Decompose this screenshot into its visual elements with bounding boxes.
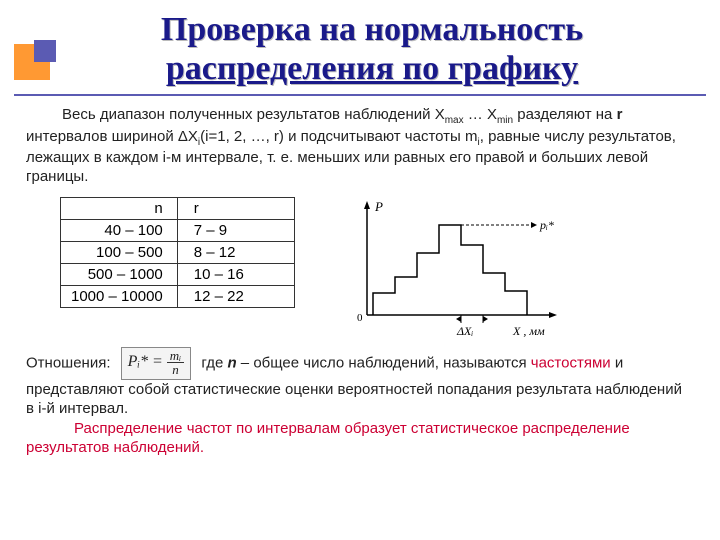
svg-text:pᵢ*: pᵢ* xyxy=(539,218,554,232)
t1: где xyxy=(201,354,227,371)
sub-min: min xyxy=(497,115,513,126)
table-row: 100 – 5008 – 12 xyxy=(61,241,295,263)
t-n: n xyxy=(227,354,236,371)
t-red1: частостями xyxy=(531,354,611,371)
svg-text:ΔXᵢ: ΔXᵢ xyxy=(456,324,473,337)
title-line1: Проверка на нормальность xyxy=(161,11,583,48)
p1-a: Весь диапазон полученных результатов наб… xyxy=(62,106,445,123)
title-rule xyxy=(14,94,706,96)
th-r: r xyxy=(177,197,294,219)
formula-num: mᵢ xyxy=(167,349,184,363)
intervals-table: n r 40 – 1007 – 9 100 – 5008 – 12 500 – … xyxy=(60,197,295,308)
histogram-chart: pᵢ* ΔXᵢ P X , мм 0 xyxy=(335,197,565,337)
formula-lhs: Pᵢ* = xyxy=(128,353,163,370)
t2: – общее число наблюдений, называются xyxy=(237,354,531,371)
p1-e: (i=1, 2, …, r) и подсчитывают частоты m xyxy=(200,128,477,145)
table-row: 40 – 1007 – 9 xyxy=(61,219,295,241)
p1-c: разделяют на xyxy=(513,106,616,123)
page-title: Проверка на нормальность распределения п… xyxy=(0,0,720,92)
title-line2: распределения по графику xyxy=(166,50,578,87)
t-red2: Распределение частот по интервалам образ… xyxy=(26,420,630,457)
sub-max: max xyxy=(445,115,464,126)
formula-den: n xyxy=(167,363,184,376)
svg-text:X , мм: X , мм xyxy=(512,324,545,337)
paragraph-2: Отношения: Pᵢ* = mᵢ n где n – общее числ… xyxy=(0,341,720,458)
svg-text:0: 0 xyxy=(357,312,363,324)
table-row: 1000 – 1000012 – 22 xyxy=(61,285,295,307)
p1-d: интервалов шириной ΔX xyxy=(26,128,198,145)
p1-b: … X xyxy=(464,106,497,123)
corner-decoration xyxy=(14,44,50,80)
paragraph-1: Весь диапазон полученных результатов наб… xyxy=(0,106,720,187)
rel-label: Отношения: xyxy=(26,354,111,371)
p1-r: r xyxy=(617,106,623,123)
svg-text:P: P xyxy=(374,199,383,214)
formula: Pᵢ* = mᵢ n xyxy=(121,347,192,380)
mid-row: n r 40 – 1007 – 9 100 – 5008 – 12 500 – … xyxy=(0,187,720,341)
th-n: n xyxy=(61,197,178,219)
table-row: 500 – 100010 – 16 xyxy=(61,263,295,285)
